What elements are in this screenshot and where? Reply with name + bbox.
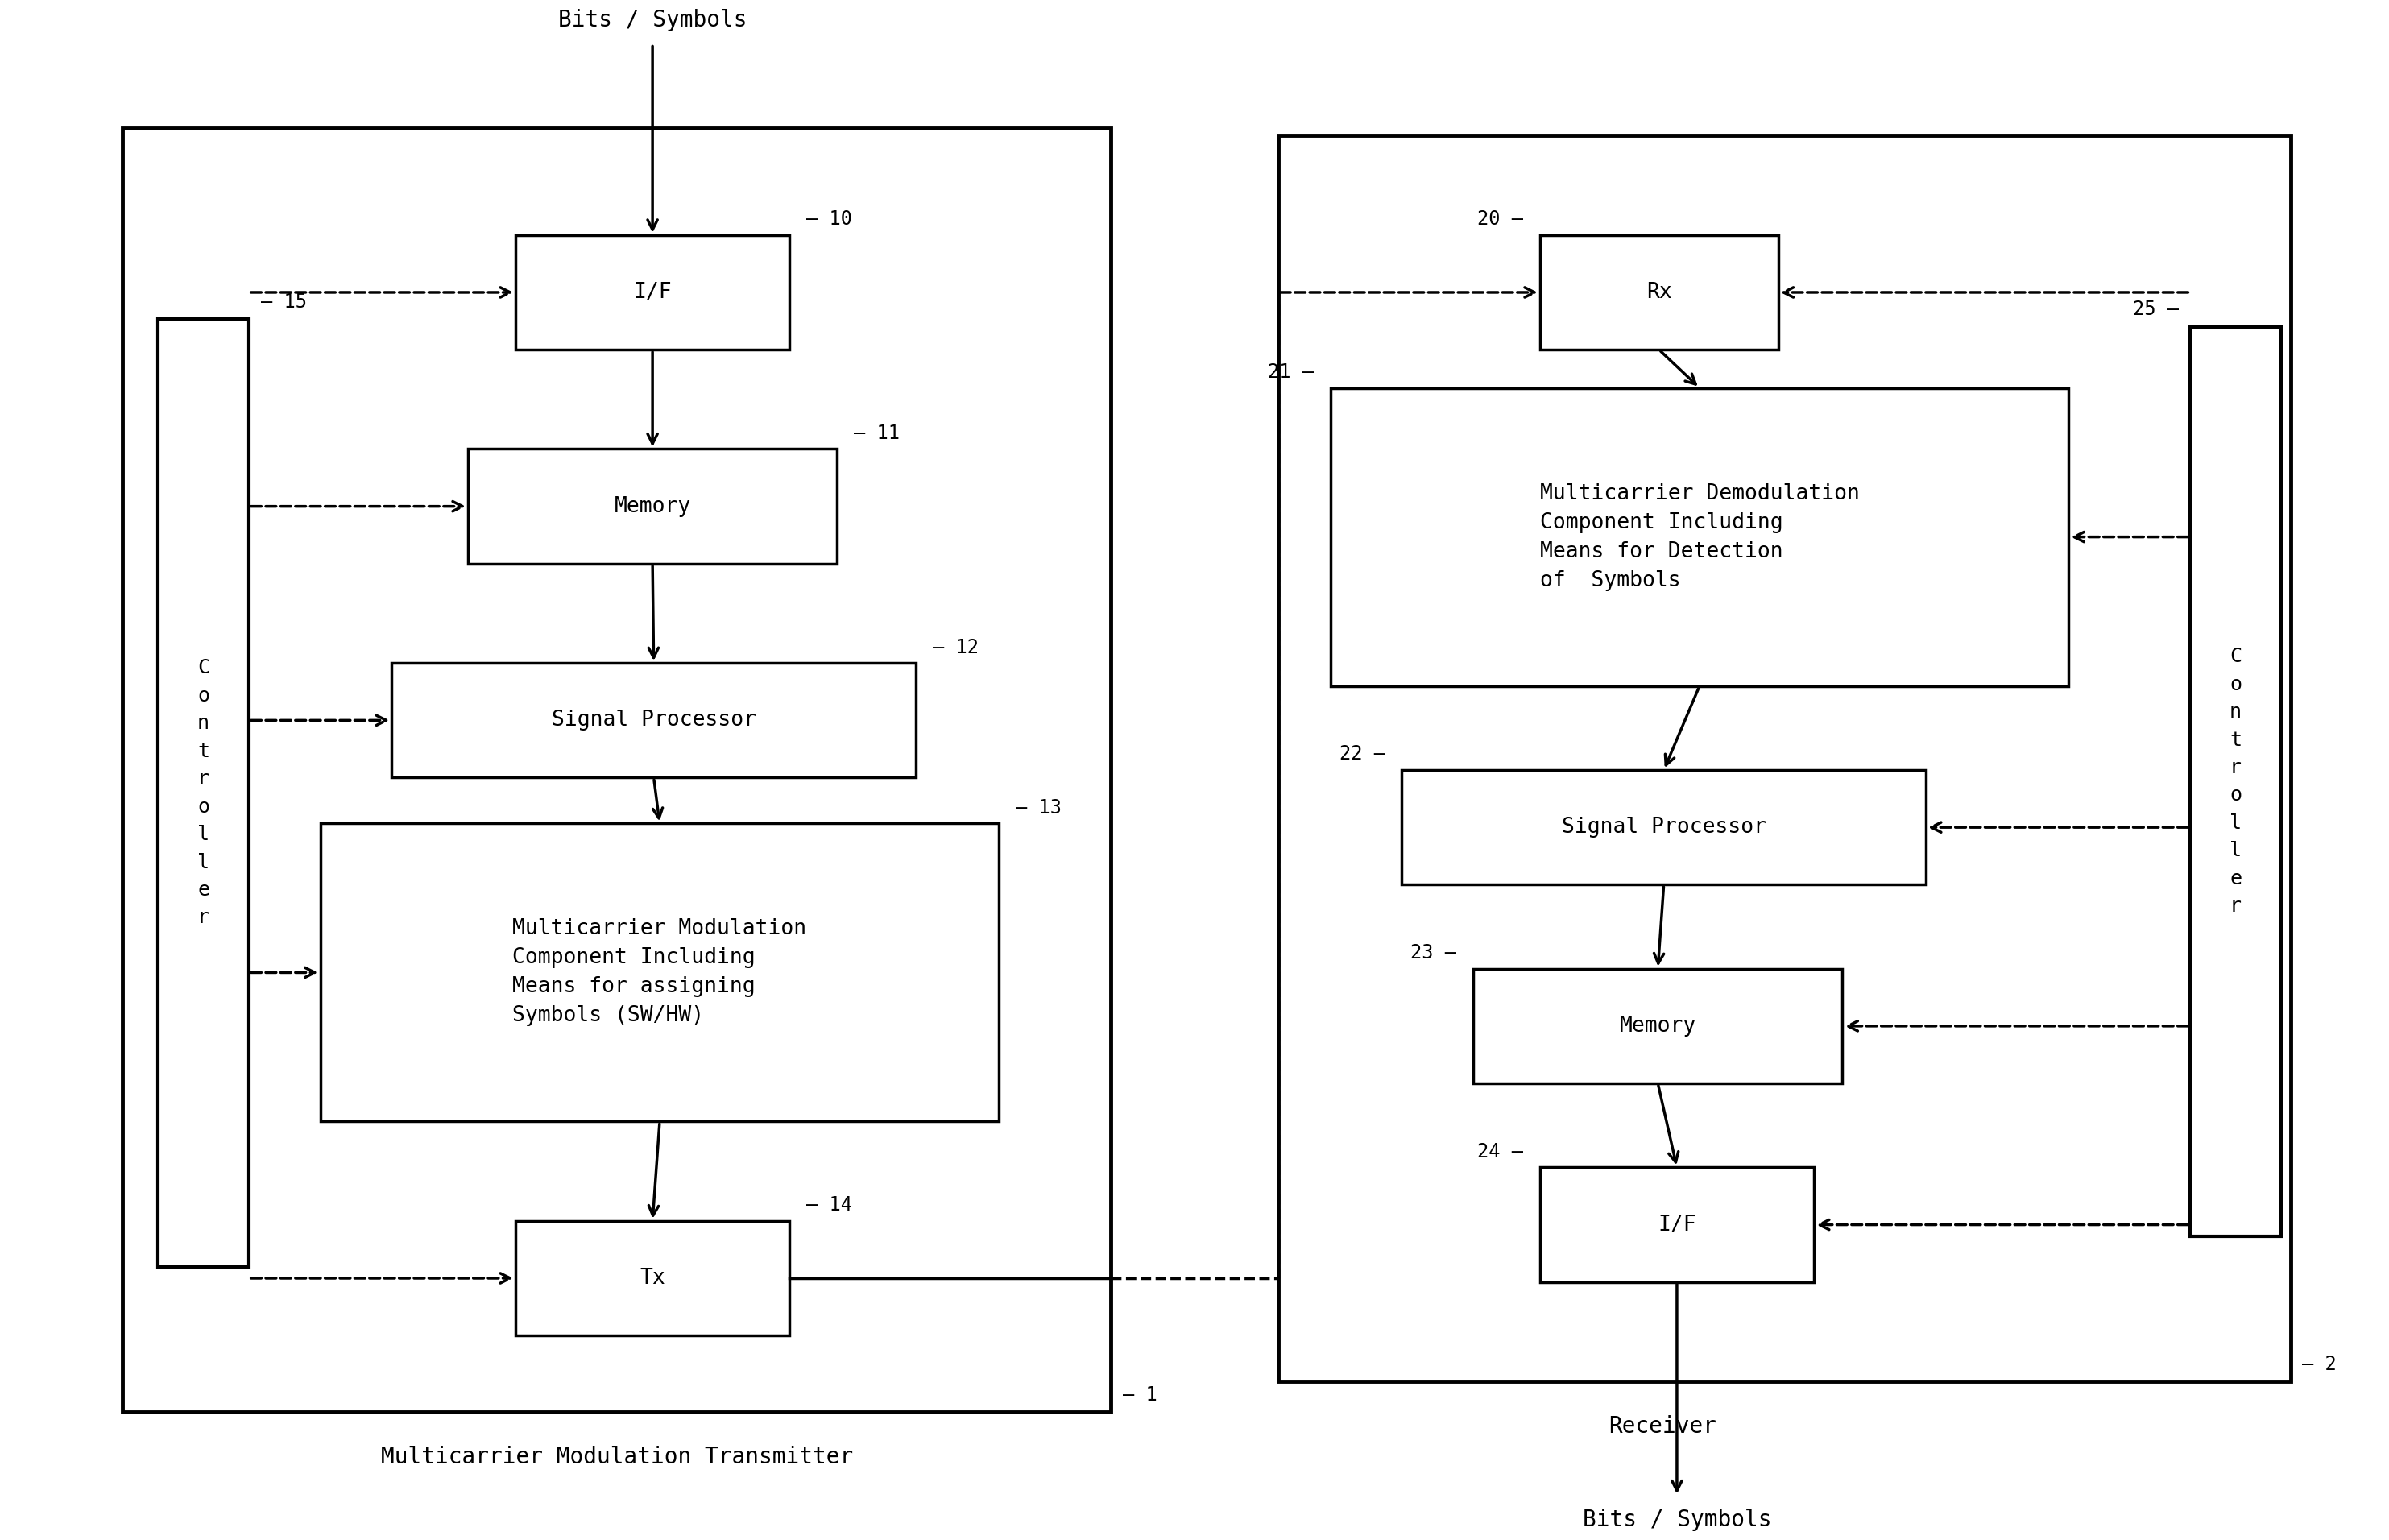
Text: Multicarrier Modulation
Component Including
Means for assigning
Symbols (SW/HW): Multicarrier Modulation Component Includ… xyxy=(514,918,807,1027)
Bar xyxy=(1541,236,1777,350)
Text: 23 —: 23 — xyxy=(1410,944,1457,962)
Bar xyxy=(2191,326,2281,1237)
Bar xyxy=(516,236,788,350)
Bar xyxy=(122,128,1111,1412)
Text: Bits / Symbols: Bits / Symbols xyxy=(1582,1508,1770,1531)
Text: I/F: I/F xyxy=(1658,1214,1696,1235)
Text: I/F: I/F xyxy=(633,282,671,303)
Text: — 14: — 14 xyxy=(805,1195,853,1215)
Text: Multicarrier Demodulation
Component Including
Means for Detection
of  Symbols: Multicarrier Demodulation Component Incl… xyxy=(1541,484,1859,591)
Bar xyxy=(320,824,999,1121)
Text: Signal Processor: Signal Processor xyxy=(552,710,755,731)
Text: — 11: — 11 xyxy=(853,424,901,444)
Text: — 2: — 2 xyxy=(2303,1354,2336,1374)
Bar xyxy=(158,319,248,1267)
Text: — 1: — 1 xyxy=(1123,1384,1156,1404)
Text: Multicarrier Modulation Transmitter: Multicarrier Modulation Transmitter xyxy=(380,1446,853,1468)
Text: 21 —: 21 — xyxy=(1269,362,1314,382)
Text: C
o
n
t
r
o
l
l
e
r: C o n t r o l l e r xyxy=(2229,647,2241,916)
Text: Rx: Rx xyxy=(1646,282,1672,303)
Text: — 10: — 10 xyxy=(805,209,853,229)
Bar xyxy=(392,664,915,778)
Text: 25 —: 25 — xyxy=(2133,300,2179,319)
Text: Memory: Memory xyxy=(614,496,690,517)
Bar xyxy=(468,450,836,564)
Text: Bits / Symbols: Bits / Symbols xyxy=(559,9,748,32)
Bar xyxy=(1331,388,2069,685)
Bar xyxy=(1541,1167,1813,1281)
Text: — 15: — 15 xyxy=(260,293,306,311)
Text: 22 —: 22 — xyxy=(1340,744,1386,764)
Text: 20 —: 20 — xyxy=(1476,209,1524,229)
Text: — 12: — 12 xyxy=(932,638,979,658)
Text: Signal Processor: Signal Processor xyxy=(1562,816,1765,838)
Text: Tx: Tx xyxy=(640,1267,664,1289)
Bar xyxy=(1474,969,1842,1083)
Bar xyxy=(1278,136,2291,1381)
Text: — 13: — 13 xyxy=(1015,798,1061,818)
Bar xyxy=(516,1221,788,1335)
Text: 24 —: 24 — xyxy=(1476,1143,1524,1161)
Bar xyxy=(1402,770,1926,884)
Text: Receiver: Receiver xyxy=(1608,1415,1718,1437)
Text: Memory: Memory xyxy=(1620,1015,1696,1036)
Text: C
o
n
t
r
o
l
l
e
r: C o n t r o l l e r xyxy=(198,659,210,927)
